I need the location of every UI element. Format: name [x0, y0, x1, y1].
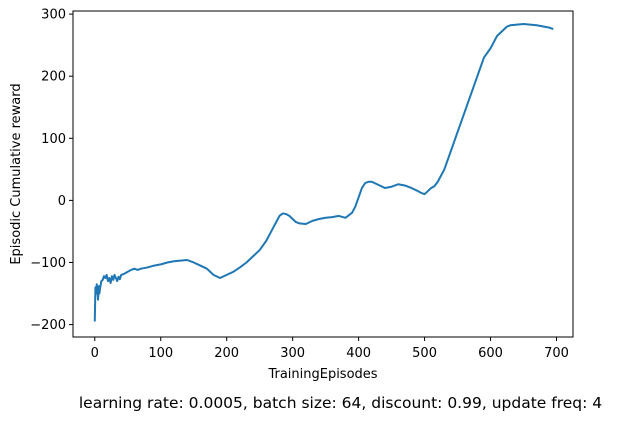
x-tick-label: 600 — [478, 346, 503, 361]
plot-area-frame — [72, 10, 574, 338]
y-axis-ticks: −200 −100 0 100 200 300 — [30, 8, 73, 333]
x-tick-label: 500 — [412, 346, 437, 361]
x-tick-label: 200 — [214, 346, 239, 361]
x-axis-label: TrainingEpisodes — [267, 367, 377, 382]
y-tick-label: 200 — [41, 70, 66, 85]
y-tick-label: −100 — [30, 256, 66, 271]
y-tick-label: 100 — [41, 132, 66, 147]
x-tick-label: 0 — [91, 346, 99, 361]
y-tick-label: 300 — [41, 8, 66, 23]
chart-caption: learning rate: 0.0005, batch size: 64, d… — [78, 394, 603, 412]
y-tick-label: 0 — [58, 194, 66, 209]
reward-series-line — [93, 23, 554, 322]
y-tick-label: −200 — [30, 318, 66, 333]
x-tick-label: 700 — [544, 346, 569, 361]
x-tick-label: 400 — [346, 346, 371, 361]
x-tick-label: 300 — [280, 346, 305, 361]
x-tick-label: 100 — [148, 346, 173, 361]
x-axis-ticks: 0 100 200 300 400 500 600 700 — [91, 337, 569, 361]
y-axis-label: Episodic Cumulative reward — [9, 83, 24, 264]
